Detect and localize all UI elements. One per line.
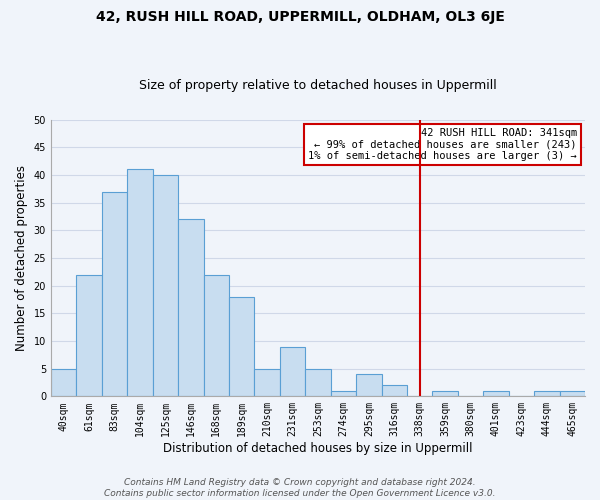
- Bar: [102, 192, 127, 396]
- X-axis label: Distribution of detached houses by size in Uppermill: Distribution of detached houses by size …: [163, 442, 473, 455]
- Text: 42 RUSH HILL ROAD: 341sqm
← 99% of detached houses are smaller (243)
1% of semi-: 42 RUSH HILL ROAD: 341sqm ← 99% of detac…: [308, 128, 577, 161]
- Bar: [356, 374, 382, 396]
- Bar: [229, 296, 254, 396]
- Bar: [433, 391, 458, 396]
- Title: Size of property relative to detached houses in Uppermill: Size of property relative to detached ho…: [139, 79, 497, 92]
- Bar: [76, 274, 102, 396]
- Y-axis label: Number of detached properties: Number of detached properties: [15, 165, 28, 351]
- Bar: [534, 391, 560, 396]
- Text: 42, RUSH HILL ROAD, UPPERMILL, OLDHAM, OL3 6JE: 42, RUSH HILL ROAD, UPPERMILL, OLDHAM, O…: [95, 10, 505, 24]
- Bar: [280, 346, 305, 397]
- Bar: [483, 391, 509, 396]
- Bar: [560, 391, 585, 396]
- Bar: [331, 391, 356, 396]
- Bar: [127, 170, 152, 396]
- Bar: [152, 175, 178, 396]
- Bar: [203, 274, 229, 396]
- Bar: [254, 368, 280, 396]
- Text: Contains HM Land Registry data © Crown copyright and database right 2024.
Contai: Contains HM Land Registry data © Crown c…: [104, 478, 496, 498]
- Bar: [178, 219, 203, 396]
- Bar: [305, 368, 331, 396]
- Bar: [382, 386, 407, 396]
- Bar: [51, 368, 76, 396]
